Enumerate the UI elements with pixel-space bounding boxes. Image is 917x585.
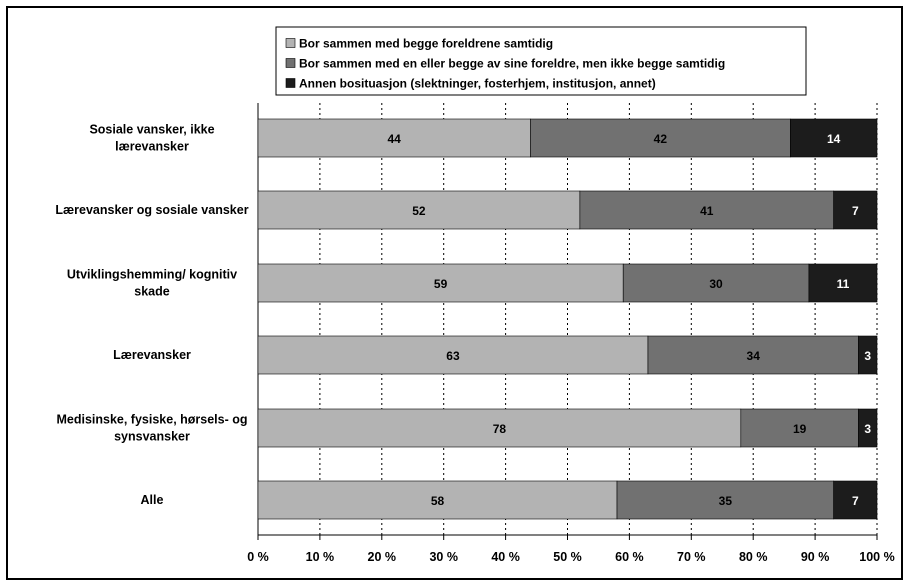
- data-label: 11: [837, 277, 850, 291]
- legend-label: Bor sammen med en eller begge av sine fo…: [299, 57, 725, 71]
- x-tick-label: 0 %: [247, 550, 269, 564]
- data-label: 30: [709, 277, 723, 291]
- data-label: 35: [719, 494, 733, 508]
- x-tick-label: 70 %: [677, 550, 706, 564]
- bar-segment: [647, 335, 859, 375]
- bar-segment: [530, 118, 791, 158]
- bar-segment: [833, 480, 878, 520]
- x-tick-label: 20 %: [368, 550, 397, 564]
- data-label: 42: [654, 132, 668, 146]
- bar-segment: [833, 190, 878, 230]
- category-label: Alle: [141, 493, 164, 507]
- category-label: Medisinske, fysiske, hørsels- og synsvans…: [56, 413, 247, 444]
- data-label: 3: [864, 422, 871, 436]
- data-label: 78: [493, 422, 507, 436]
- bar-segment: [257, 190, 581, 230]
- x-tick-label: 30 %: [429, 550, 458, 564]
- bar-segment: [790, 118, 878, 158]
- bar-segment: [622, 263, 810, 303]
- data-label: 3: [864, 349, 871, 363]
- x-tick-labels: 0 % 10 % 20 % 30 % 40 % 50 % 60 % 70 % 80 % 90 % 1…: [247, 550, 895, 564]
- legend: Bor sammen med begge foreldrene samtidig…: [275, 26, 807, 96]
- data-label: 14: [827, 132, 841, 146]
- category-label: Lærevansker og sosiale vansker: [55, 203, 248, 217]
- x-tick-label: 10 %: [306, 550, 335, 564]
- x-tick-label: 60 %: [615, 550, 644, 564]
- bar-segment: [257, 480, 618, 520]
- x-tick-label: 40 %: [491, 550, 520, 564]
- legend-label: Annen bosituasjon (slektninger, fosterhj…: [299, 77, 656, 91]
- data-label: 52: [412, 204, 426, 218]
- bar-segment: [858, 335, 878, 375]
- legend-swatch: [285, 78, 296, 88]
- data-label: 7: [852, 494, 859, 508]
- category-label: Utviklingshemming/ kognitiv skade: [67, 268, 237, 299]
- bar-segment: [257, 118, 531, 158]
- data-label: 7: [852, 204, 859, 218]
- category-labels: Sosiale vansker, ikke lærevansker Lærevans…: [55, 123, 248, 508]
- data-label: 34: [747, 349, 761, 363]
- legend-swatch: [285, 38, 296, 48]
- x-tick-label: 90 %: [801, 550, 830, 564]
- category-label: Sosiale vansker, ikke lærevansker: [89, 123, 214, 154]
- data-label: 63: [446, 349, 460, 363]
- data-label: 19: [793, 422, 807, 436]
- data-label: 44: [388, 132, 402, 146]
- bar-segment: [616, 480, 834, 520]
- data-label: 58: [431, 494, 445, 508]
- bars: 44 42 14 52 41 7 59 30 11 63 34 3 78 19 3 58 35 7: [257, 118, 878, 520]
- x-tick-label: 50 %: [553, 550, 582, 564]
- bar-segment: [808, 263, 878, 303]
- bar-segment: [257, 263, 624, 303]
- bar-segment: [579, 190, 834, 230]
- legend-label: Bor sammen med begge foreldrene samtidig: [299, 37, 553, 51]
- bar-segment: [257, 408, 742, 448]
- legend-swatch: [285, 58, 296, 68]
- legend-box: [275, 26, 807, 96]
- x-tick-label: 80 %: [739, 550, 768, 564]
- bar-segment: [858, 408, 878, 448]
- data-label: 41: [700, 204, 714, 218]
- data-label: 59: [434, 277, 448, 291]
- category-label: Lærevansker: [113, 348, 191, 362]
- grid-lines: [257, 103, 878, 540]
- bar-segment: [740, 408, 859, 448]
- x-tick-label: 100 %: [859, 550, 894, 564]
